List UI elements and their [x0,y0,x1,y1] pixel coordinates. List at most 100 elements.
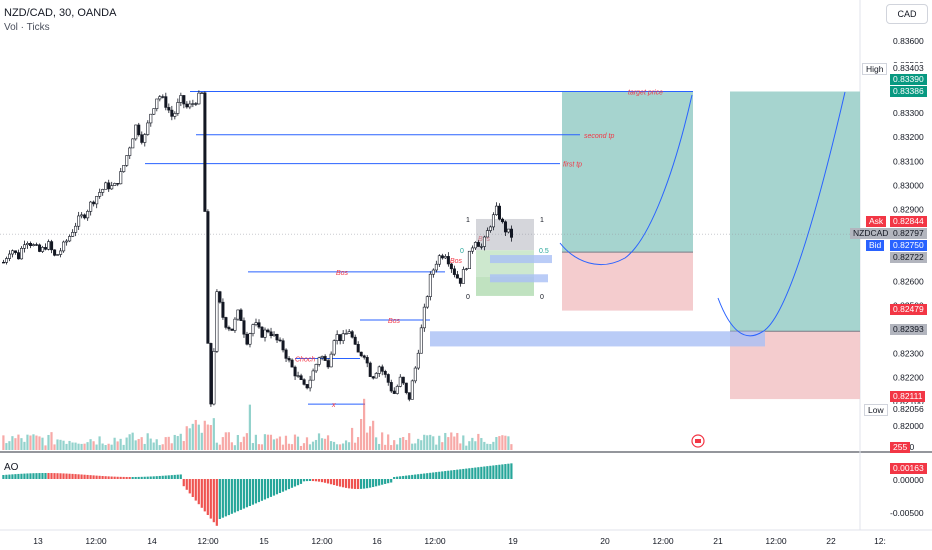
candle-body [350,331,354,338]
volume-bar [140,437,143,450]
volume-bar [38,436,41,450]
fib-label: 0 [460,248,464,255]
candle-body [464,268,468,270]
ao-histogram [2,463,513,526]
ao-bar [326,479,330,484]
ao-bar [200,479,203,508]
time-tick-label: 12:00 [652,536,674,546]
ao-bar [233,479,236,513]
ao-bar [335,479,339,486]
volume-bar [104,445,107,450]
ao-bar [20,473,23,479]
price-tick-label: 0.82200 [893,373,924,383]
fib-label: 0.5 [539,248,549,255]
low-x-label: x [331,402,336,409]
volume-value: 255 [890,442,911,453]
fib-zone [476,250,534,277]
candle-body [461,269,465,284]
volume-bar [372,420,375,450]
currency-button[interactable]: CAD [886,4,928,24]
candle-body [281,340,285,351]
candle-body [56,254,60,256]
volume-bar [17,434,20,450]
ao-bar [284,479,288,491]
ao-bar [71,473,74,479]
volume-bar [245,433,248,450]
ao-bar [459,469,462,479]
ao-bar [32,473,35,479]
volume-bar [332,441,336,450]
volume-bar [290,444,294,450]
candle-body [251,324,255,335]
candle-body [269,331,273,337]
volume-bar [248,404,251,450]
ao-bar [83,474,86,479]
candle-body [482,236,486,247]
ao-bar [372,479,375,488]
volume-bar [122,444,125,450]
ao-bar [269,479,273,497]
volume-bar [305,437,309,450]
candle-body [509,228,514,238]
volume-bar [236,434,239,450]
volume-bar [299,445,303,450]
volume-bar [47,434,50,450]
ao-bar [170,475,173,479]
ao-bar [504,464,507,479]
ao-bar [332,479,336,486]
ao-bar [299,479,303,484]
volume-bar [480,438,483,450]
candles [1,90,514,407]
volume-bar [435,444,438,450]
volume-bar [411,443,414,450]
ao-bar [218,479,221,519]
candle-body [140,134,144,143]
candle-body [488,226,492,231]
ao-bar [308,479,312,482]
ao-bar [429,472,432,479]
ao-bar [435,472,438,479]
candle-body [326,360,330,368]
ao-bar [44,473,47,479]
candle-body [104,182,108,190]
candle-body [158,96,162,100]
candle-body [428,273,432,297]
volume-bar [356,437,360,450]
projection-curve [717,91,846,337]
time-tick-label: 12:00 [197,536,219,546]
volume-bar [420,440,423,450]
candle-body [242,320,246,335]
candle-body [500,218,504,223]
volume-bar [462,435,465,450]
volume-bar [414,443,417,450]
volume-bar [83,443,86,450]
ao-bar [137,476,140,479]
demand-zone [430,331,765,347]
ao-bar [203,479,206,512]
ao-bar [369,479,372,488]
candle-body [311,370,315,381]
candle-body [377,366,381,374]
candle-body [368,362,372,377]
volume-bar [344,440,348,450]
candle-body [254,322,258,325]
ao-bar [423,473,426,479]
symbol-title: NZD/CAD, 30, OANDA [4,7,117,19]
ao-bar [311,479,315,482]
volume-bar [269,434,273,450]
candle-body [389,382,393,392]
candle-body [197,92,201,105]
candle-body [194,103,198,105]
candle-body [305,384,309,389]
volume-bar [77,443,80,450]
candle-body [260,326,264,338]
volume-bar [417,438,420,450]
candle-body [290,359,294,368]
ao-bar [113,476,116,479]
ao-bar [338,479,342,487]
candle-body [371,376,375,379]
ao-bar [191,479,194,497]
candle-body [299,375,303,380]
candle-body [137,124,141,136]
